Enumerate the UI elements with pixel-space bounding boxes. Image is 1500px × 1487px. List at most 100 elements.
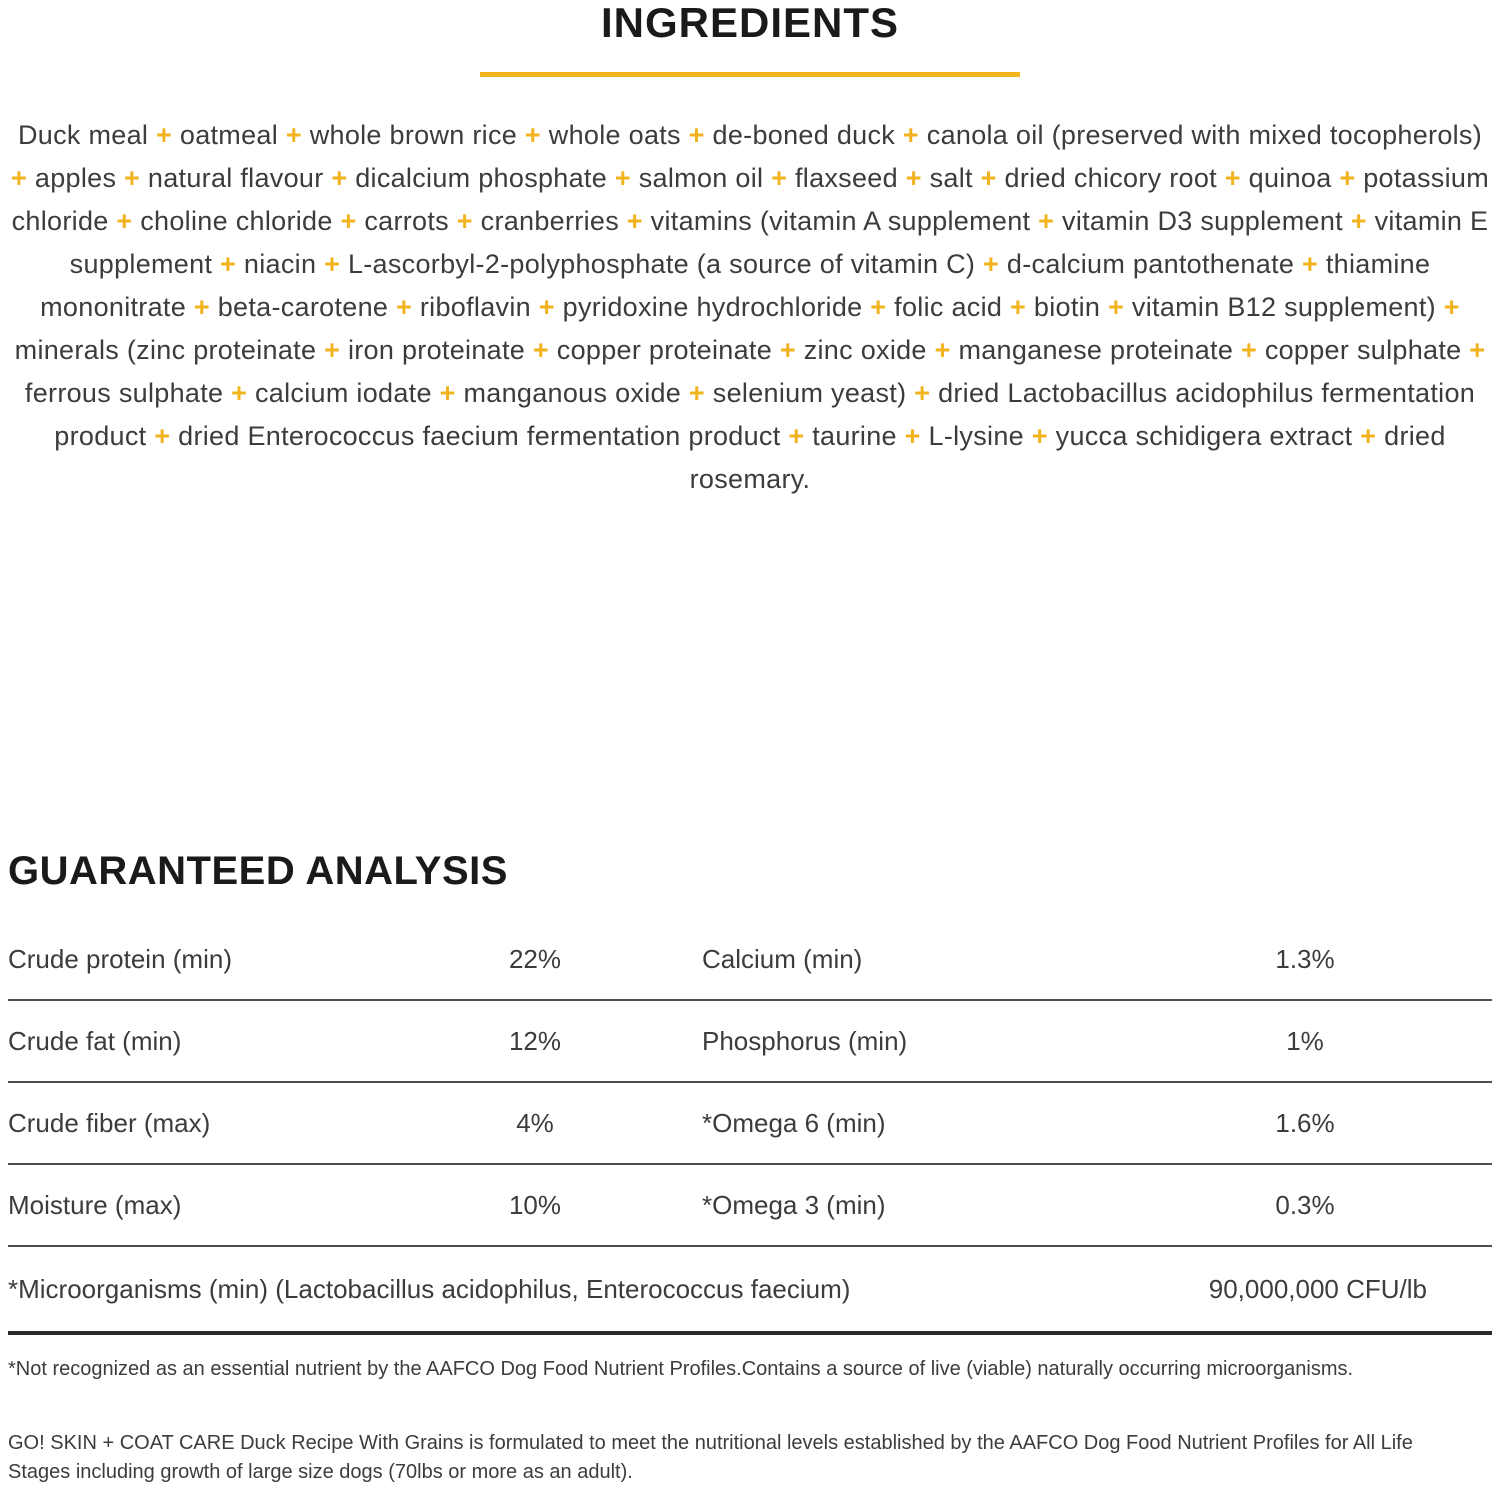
plus-separator-icon: + xyxy=(1342,206,1375,236)
ingredient-item: whole oats xyxy=(548,120,681,150)
ingredient-item: beta-carotene xyxy=(217,292,389,322)
plus-separator-icon: + xyxy=(278,120,310,150)
ingredient-item: yucca schidigera extract xyxy=(1055,421,1353,451)
nutrient-label: Crude fiber (max) xyxy=(8,1107,211,1138)
analysis-row-protein-calcium: Crude protein (min) 22% Calcium (min) 1.… xyxy=(8,919,1492,1001)
analysis-row-fiber-omega6: Crude fiber (max) 4% *Omega 6 (min) 1.6% xyxy=(8,1083,1492,1165)
nutrient-value: 4% xyxy=(516,1107,554,1138)
ingredients-title: INGREDIENTS xyxy=(600,0,900,46)
plus-separator-icon: + xyxy=(763,163,795,193)
plus-separator-icon: + xyxy=(619,206,651,236)
plus-separator-icon: + xyxy=(186,292,218,322)
plus-separator-icon: + xyxy=(1435,292,1460,322)
plus-separator-icon: + xyxy=(448,206,481,236)
ingredient-item: zinc oxide xyxy=(803,335,927,365)
ingredient-item: L-lysine xyxy=(928,421,1024,451)
ingredient-item: Duck meal xyxy=(17,120,149,150)
plus-separator-icon: + xyxy=(11,163,35,193)
ingredient-item: potassium chloride xyxy=(11,163,1489,236)
plus-separator-icon: + xyxy=(525,335,557,365)
plus-separator-icon: + xyxy=(1030,206,1063,236)
nutrient-value: 22% xyxy=(508,943,562,974)
ingredient-item: thiamine mononitrate xyxy=(40,249,1431,322)
plus-separator-icon: + xyxy=(607,163,639,193)
plus-separator-icon: + xyxy=(1217,163,1249,193)
plus-separator-icon: + xyxy=(1100,292,1132,322)
plus-separator-icon: + xyxy=(316,335,348,365)
plus-separator-icon: + xyxy=(146,421,179,451)
plus-separator-icon: + xyxy=(897,163,930,193)
ingredient-item: manganous oxide xyxy=(463,378,682,408)
ingredient-item: apples xyxy=(34,163,117,193)
ingredient-item: niacin xyxy=(243,249,317,279)
plus-separator-icon: + xyxy=(1294,249,1326,279)
aafco-footnote: *Not recognized as an essential nutrient… xyxy=(8,1358,1354,1380)
nutrient-label: *Microorganisms (min) (Lactobacillus aci… xyxy=(8,1273,851,1304)
plus-separator-icon: + xyxy=(431,378,464,408)
ingredient-item: dried Enterococcus faecium fermentation … xyxy=(178,421,781,451)
ingredient-item: selenium yeast) xyxy=(712,378,907,408)
plus-separator-icon: + xyxy=(1331,163,1364,193)
ingredient-item: vitamin D3 supplement xyxy=(1062,206,1343,236)
nutrient-label: Calcium (min) xyxy=(702,943,863,974)
ingredient-item: quinoa xyxy=(1248,163,1332,193)
ingredient-item: folic acid xyxy=(894,292,1003,322)
nutrient-label: *Omega 3 (min) xyxy=(702,1189,886,1220)
analysis-row-microorganisms: *Microorganisms (min) (Lactobacillus aci… xyxy=(8,1247,1492,1335)
ingredient-item: oatmeal xyxy=(179,120,279,150)
nutrient-value: 1.3% xyxy=(1275,943,1335,974)
ingredient-item: choline chloride xyxy=(140,206,333,236)
ingredient-item: ferrous sulphate xyxy=(24,378,224,408)
ingredient-item: dicalcium phosphate xyxy=(355,163,608,193)
guaranteed-analysis-title: GUARANTEED ANALYSIS xyxy=(8,849,508,893)
nutrient-value: 0.3% xyxy=(1275,1189,1335,1220)
plus-separator-icon: + xyxy=(895,120,927,150)
plus-separator-icon: + xyxy=(780,421,813,451)
plus-separator-icon: + xyxy=(148,120,180,150)
nutrient-label: Crude protein (min) xyxy=(8,943,232,974)
ingredient-item: vitamin E supplement xyxy=(69,206,1489,279)
ingredient-item: dried Lactobacillus acidophilus fermenta… xyxy=(54,378,1476,451)
ingredient-item: cranberries xyxy=(480,206,619,236)
plus-separator-icon: + xyxy=(1233,335,1265,365)
ingredient-item: flaxseed xyxy=(794,163,898,193)
guaranteed-analysis-section: GUARANTEED ANALYSIS Crude protein (min) … xyxy=(8,849,1492,1487)
plus-separator-icon: + xyxy=(517,120,549,150)
nutrient-label: Crude fat (min) xyxy=(8,1025,182,1056)
plus-separator-icon: + xyxy=(1352,421,1385,451)
plus-separator-icon: + xyxy=(530,292,563,322)
nutrient-label: Phosphorus (min) xyxy=(702,1025,908,1056)
ingredient-item: taurine xyxy=(812,421,897,451)
ingredient-item: iron proteinate xyxy=(347,335,526,365)
ingredient-item: whole brown rice xyxy=(309,120,518,150)
plus-separator-icon: + xyxy=(388,292,420,322)
plus-separator-icon: + xyxy=(1461,335,1486,365)
plus-separator-icon: + xyxy=(223,378,255,408)
ingredient-item: pyridoxine hydrochloride xyxy=(562,292,863,322)
nutrient-value: 1.6% xyxy=(1275,1107,1335,1138)
ingredient-item: de-boned duck xyxy=(712,120,896,150)
ingredient-item: copper sulphate xyxy=(1264,335,1462,365)
plus-separator-icon: + xyxy=(116,163,148,193)
ingredient-item: L-ascorbyl-2-polyphosphate (a source of … xyxy=(347,249,976,279)
ingredient-item: vitamin B12 supplement) xyxy=(1131,292,1436,322)
ingredients-section: INGREDIENTS Duck meal + oatmeal + whole … xyxy=(8,0,1492,501)
ingredients-text: Duck meal + oatmeal + whole brown rice +… xyxy=(8,114,1492,501)
ingredient-item: biotin xyxy=(1033,292,1101,322)
ingredient-item: copper proteinate xyxy=(556,335,773,365)
plus-separator-icon: + xyxy=(896,421,929,451)
ingredient-item: calcium iodate xyxy=(255,378,432,408)
plus-separator-icon: + xyxy=(680,120,713,150)
ingredient-item: canola oil (preserved with mixed tocophe… xyxy=(926,120,1483,150)
nutrient-value: 12% xyxy=(508,1025,562,1056)
nutrient-value: 90,000,000 CFU/lb xyxy=(1208,1273,1427,1304)
plus-separator-icon: + xyxy=(332,206,365,236)
ingredient-item: d-calcium pantothenate xyxy=(1006,249,1295,279)
plus-separator-icon: + xyxy=(323,163,356,193)
ingredient-item: salmon oil xyxy=(638,163,764,193)
ingredient-item: riboflavin xyxy=(419,292,531,322)
plus-separator-icon: + xyxy=(906,378,939,408)
plus-separator-icon: + xyxy=(1023,421,1056,451)
plus-separator-icon: + xyxy=(862,292,895,322)
